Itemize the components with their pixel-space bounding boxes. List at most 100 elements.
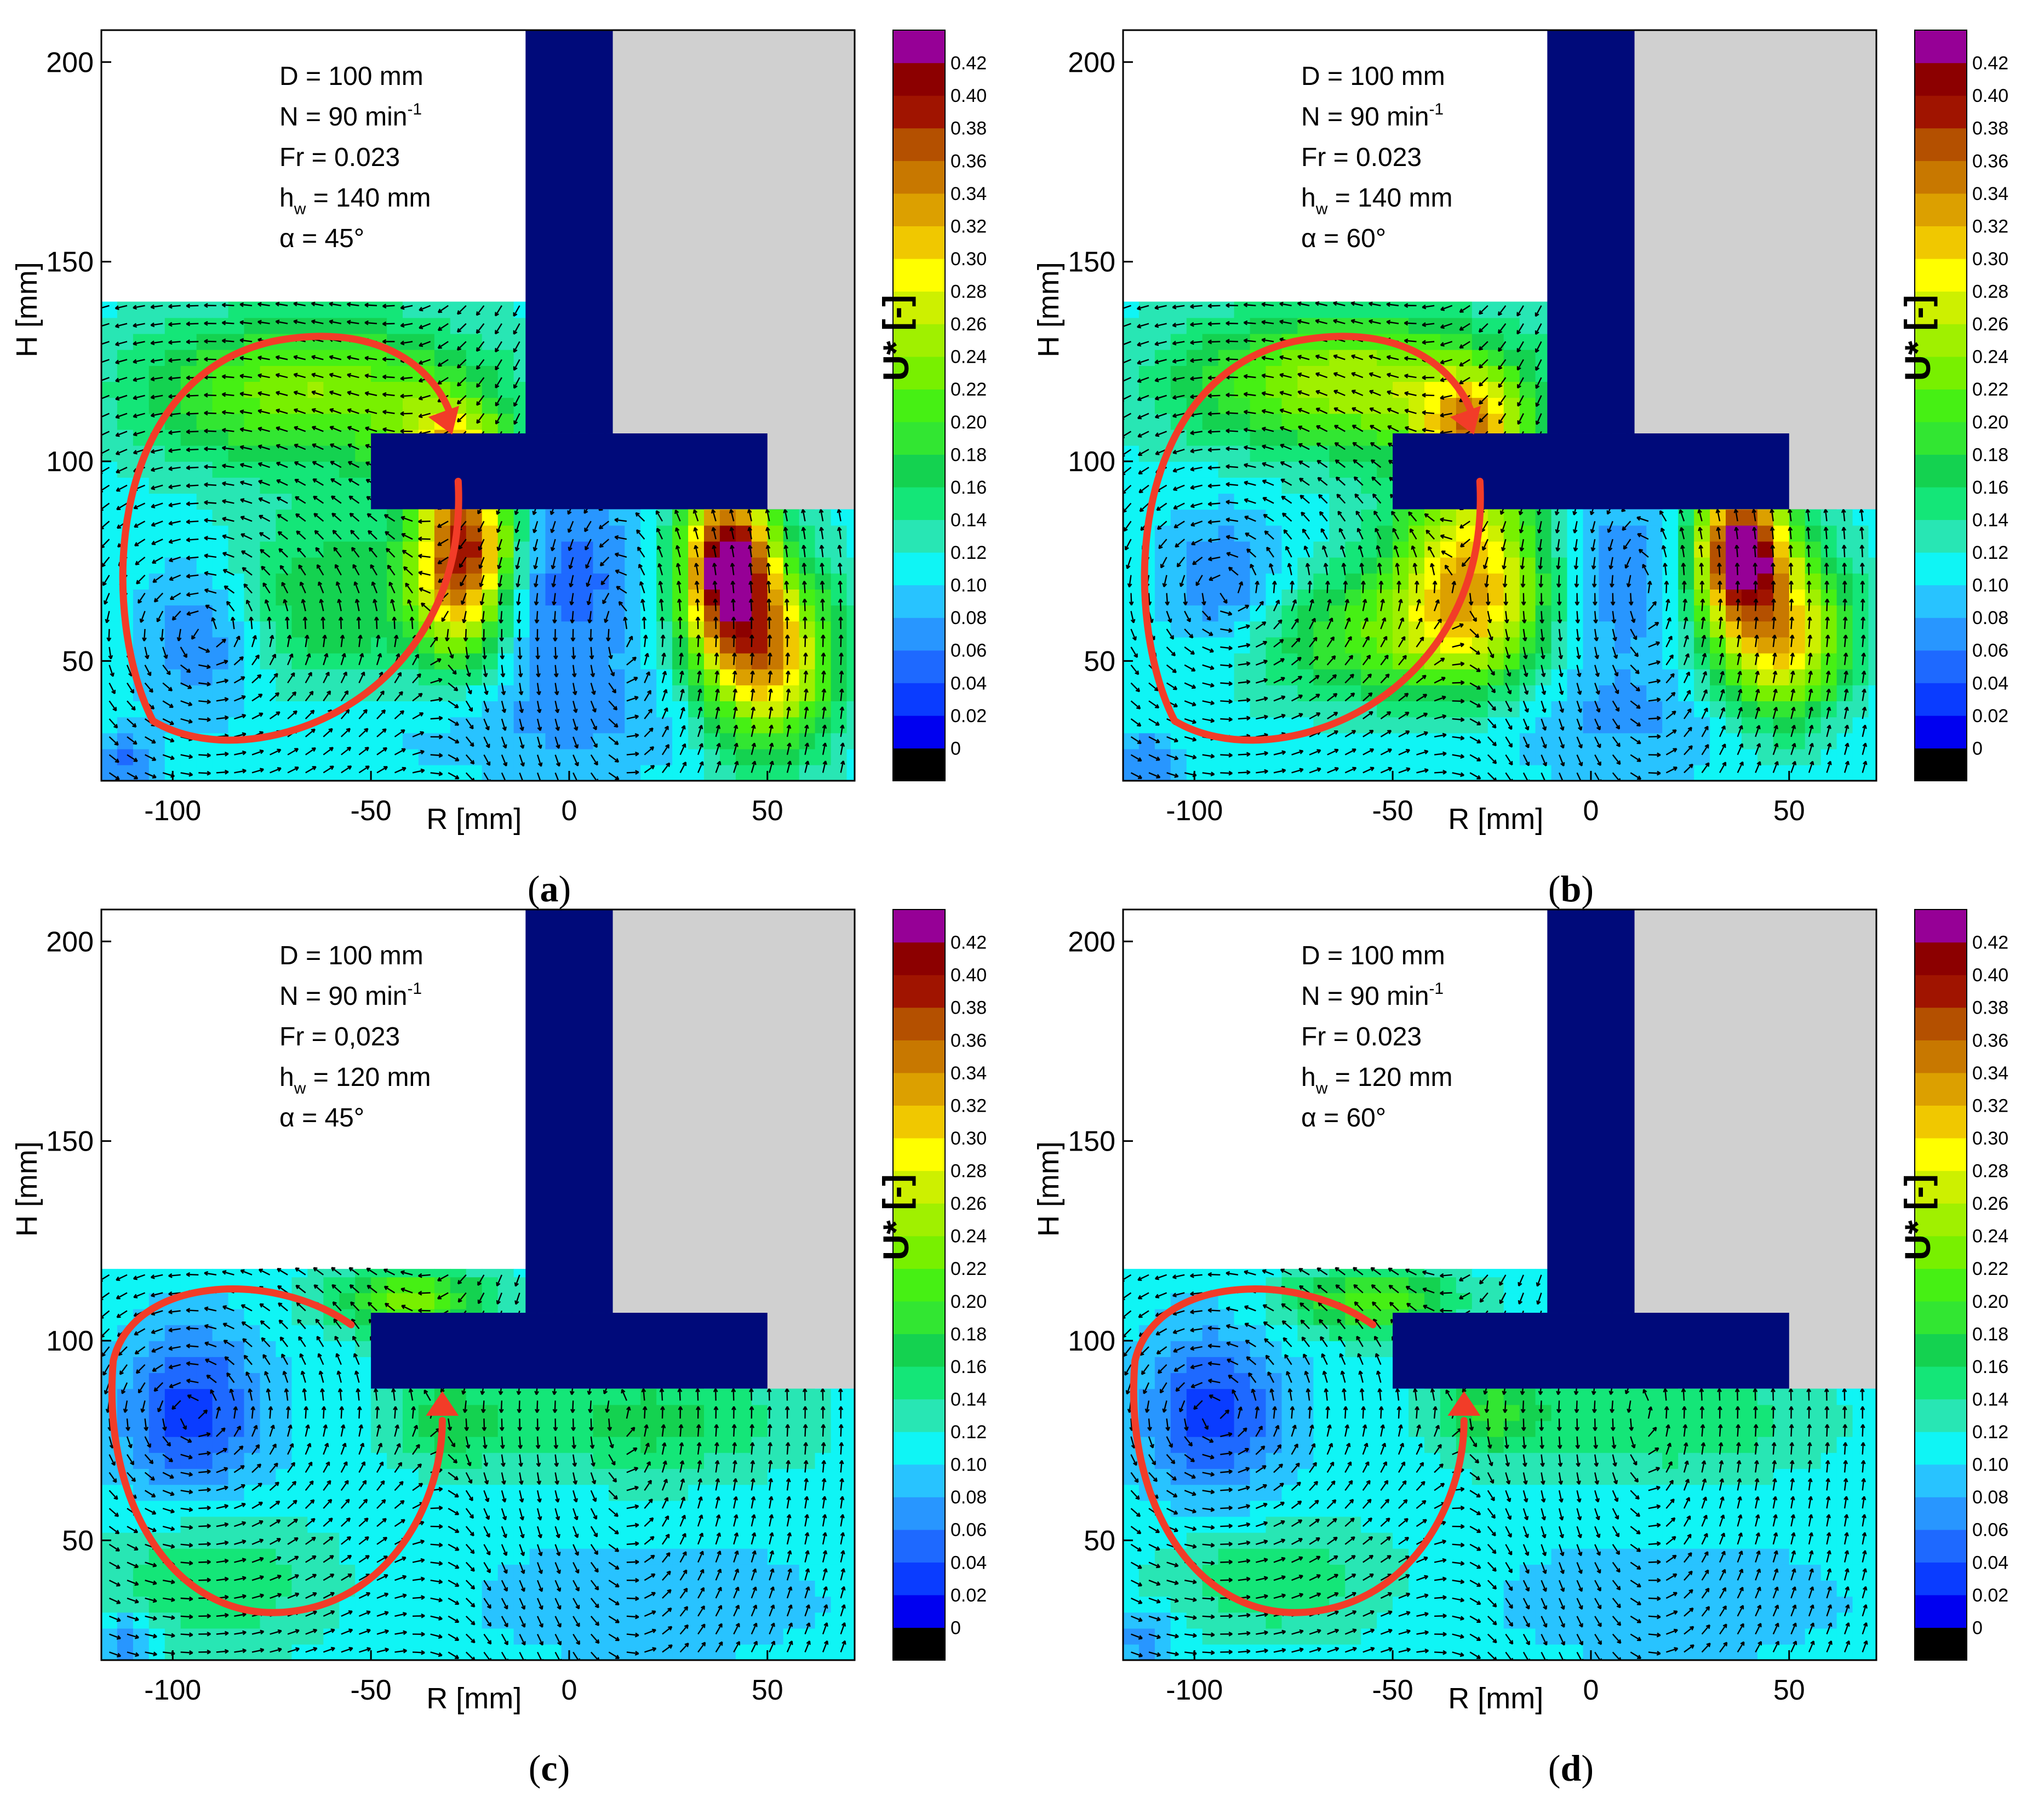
heat-cell [688,717,705,733]
heat-cell [1536,605,1552,621]
heat-cell [1440,334,1457,350]
heat-cell [831,733,848,750]
heat-cell [1266,637,1282,654]
heat-cell [1424,733,1441,750]
heat-cell [1742,717,1758,733]
param-superscript: -1 [407,100,422,118]
heat-cell [1218,414,1235,430]
heat-cell [1234,573,1251,590]
heat-cell [323,605,340,621]
y-tick-label: 150 [46,247,94,278]
heat-cell [419,653,435,670]
heat-cell [1440,749,1457,765]
heat-cell [133,605,150,621]
heat-cell [783,701,800,717]
heat-cell [355,430,371,446]
heat-cell [197,621,213,638]
heat-cell [101,525,118,542]
heat-cell [1203,350,1219,366]
heat-cell [1583,525,1600,542]
heat-cell [339,621,356,638]
heat-cell [1187,525,1203,542]
heat-cell [403,717,419,733]
heat-cell [1662,685,1679,701]
heat-cell [260,365,277,382]
heat-cell [1536,525,1552,542]
heat-cell [1377,525,1393,542]
vector-arrow [204,341,216,342]
heat-cell [1187,445,1203,462]
heat-cell [1456,525,1473,542]
heat-cell [1504,557,1520,574]
heat-cell [117,685,134,701]
heat-cell [1662,589,1679,605]
heat-cell [1250,541,1267,558]
heat-cell [514,669,530,685]
heat-cell [260,765,277,781]
heat-cell [1171,302,1187,318]
heat-cell [101,605,118,621]
heat-cell [149,541,165,558]
heat-cell [1234,749,1251,765]
heat-cell [434,510,451,526]
heat-cell [1409,733,1425,750]
heat-cell [1393,381,1409,398]
heat-cell [1123,637,1140,654]
heat-cell [1536,621,1552,638]
heat-cell [482,557,499,574]
heat-cell [307,733,324,750]
heat-cell [1187,573,1203,590]
heat-cell [768,717,784,733]
colorbar-bin [893,552,945,585]
heat-cell [1377,733,1393,750]
heat-cell [1250,717,1267,733]
heat-cell [783,733,800,750]
heat-cell [1456,510,1473,526]
heat-cell [149,350,165,366]
heat-cell [1630,621,1647,638]
heat-cell [498,525,514,542]
heat-cell [1329,685,1346,701]
heat-cell [768,510,784,526]
heat-cell [133,573,150,590]
heat-cell [1329,573,1346,590]
heat-cell [1266,749,1282,765]
heat-cell [1456,701,1473,717]
heat-cell [1488,669,1504,685]
heat-cell [562,605,578,621]
heat-cell [101,477,118,494]
heat-cell [546,717,562,733]
heat-cell [1393,637,1409,654]
heat-cell [1266,397,1282,414]
heat-cell [1678,557,1694,574]
heat-cell [213,701,229,717]
heat-cell [450,302,467,318]
heat-cell [260,430,277,446]
colorbar-tick-label: 0.08 [951,608,987,628]
heat-cell [1329,350,1346,366]
heat-cell [1409,685,1425,701]
heat-cell [609,637,625,654]
heat-cell [640,637,657,654]
heat-cell [562,525,578,542]
heat-cell [213,749,229,765]
heat-cell [403,318,419,334]
heat-cell [1234,414,1251,430]
heat-cell [339,510,356,526]
heat-cell [1377,461,1393,478]
heat-cell [1646,605,1663,621]
param-line: α = 45° [279,224,364,253]
heat-cell [197,493,213,510]
heat-cell [562,621,578,638]
heat-cell [1424,669,1441,685]
heat-cell [704,557,720,574]
heat-cell [1377,318,1393,334]
heat-cell [831,621,848,638]
heat-cell [1139,381,1155,398]
heat-cell [1329,397,1346,414]
heat-cell [514,621,530,638]
heat-cell [228,365,245,382]
heat-cell [783,749,800,765]
heat-cell [736,653,752,670]
heat-cell [1742,749,1758,765]
